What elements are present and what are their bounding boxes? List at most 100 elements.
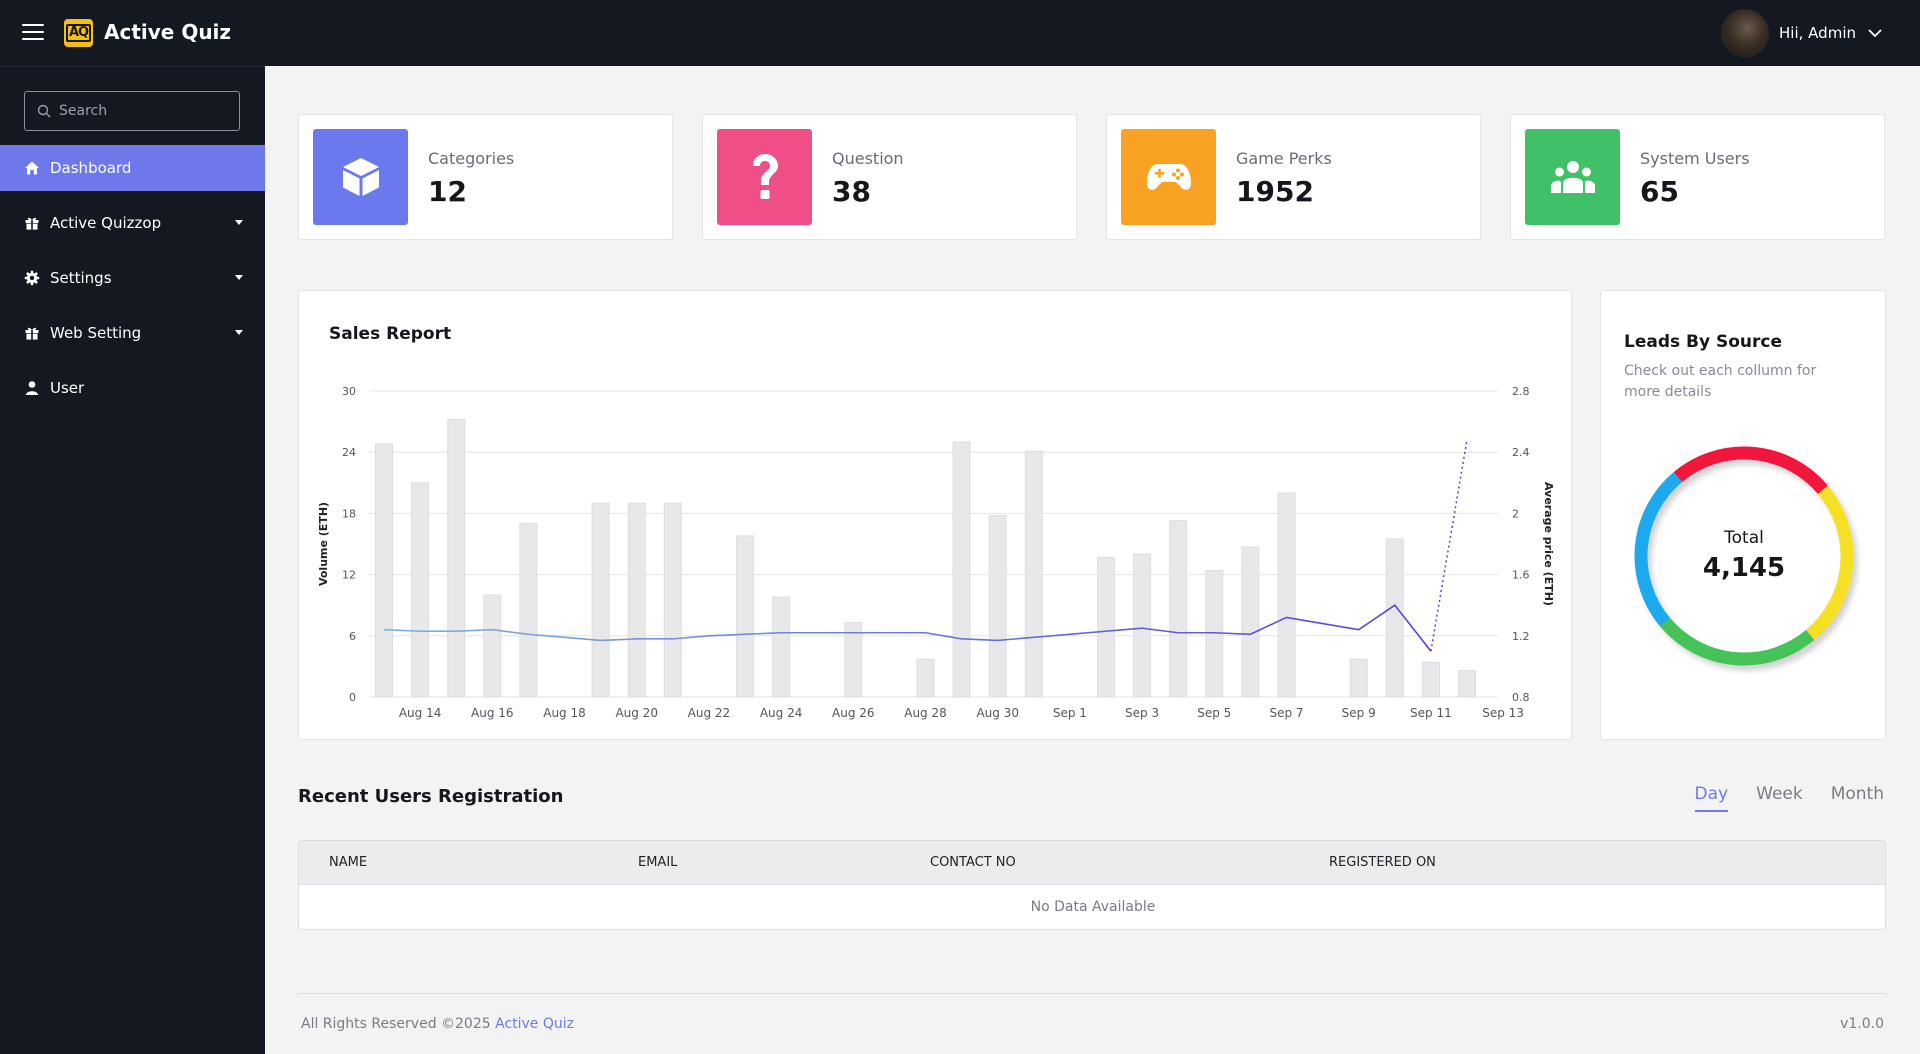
caret-down-icon — [235, 220, 243, 225]
tab-week[interactable]: Week — [1756, 784, 1803, 804]
stat-tile — [1525, 129, 1620, 225]
gear-icon — [24, 270, 40, 286]
stat-card-question[interactable]: Question 38 — [702, 114, 1077, 240]
footer-copyright: All Rights Reserved ©2025 Active Quiz — [301, 1016, 574, 1032]
stat-tile — [717, 129, 812, 225]
stat-value: 38 — [832, 175, 871, 208]
app-title[interactable]: Active Quiz — [104, 20, 232, 44]
y-tick-label: 0 — [349, 691, 356, 704]
bar — [772, 596, 791, 698]
stat-tile — [313, 129, 408, 225]
sidebar: Dashboard Active Quizzop Settings Web Se… — [0, 66, 265, 1054]
leads-subtitle: Check out each collumn for more details — [1624, 363, 1817, 400]
donut-total-label: Total — [1724, 528, 1764, 548]
user-menu[interactable]: Hii, Admin — [1721, 8, 1884, 58]
y2-tick-label: 1.6 — [1512, 569, 1530, 582]
stat-label: Categories — [428, 149, 515, 168]
stat-value: 1952 — [1236, 175, 1314, 208]
x-tick-label: Aug 20 — [615, 706, 658, 720]
stat-value: 65 — [1640, 175, 1679, 208]
sidebar-item-user[interactable]: User — [0, 365, 265, 411]
bar — [375, 443, 393, 698]
bar — [1421, 661, 1440, 698]
x-tick-label: Sep 11 — [1410, 706, 1452, 720]
sidebar-item-dashboard[interactable]: Dashboard — [0, 145, 265, 191]
column-header-contact[interactable]: CONTACT NO — [930, 855, 1016, 870]
avatar[interactable] — [1721, 9, 1770, 57]
leads-title: Leads By Source — [1624, 332, 1783, 352]
stat-label: Question — [832, 149, 904, 168]
x-tick-label: Aug 30 — [976, 706, 1019, 720]
bar — [952, 441, 971, 698]
question-icon — [752, 154, 778, 199]
caret-down-icon — [235, 275, 243, 280]
stat-tile — [1121, 129, 1216, 225]
sidebar-item-web-setting[interactable]: Web Setting — [0, 310, 265, 356]
column-header-registered-on[interactable]: REGISTERED ON — [1329, 855, 1436, 870]
donut-slice[interactable] — [1673, 446, 1828, 495]
bar — [627, 502, 646, 698]
donut-slice[interactable] — [1805, 485, 1854, 640]
stat-card-game-perks[interactable]: Game Perks 1952 — [1106, 114, 1481, 240]
stat-card-categories[interactable]: Categories 12 — [298, 114, 673, 240]
y2-tick-label: 2 — [1512, 507, 1519, 520]
sales-report-title: Sales Report — [329, 324, 452, 344]
sidebar-item-label: Web Setting — [50, 324, 142, 342]
search-box[interactable] — [24, 91, 240, 131]
bar — [591, 502, 610, 698]
bar — [483, 594, 502, 698]
chevron-down-icon[interactable] — [1866, 24, 1884, 42]
bar — [1097, 556, 1115, 698]
footer-divider — [298, 993, 1886, 994]
sidebar-item-label: Dashboard — [50, 159, 132, 177]
price-line-projection — [1430, 439, 1468, 652]
donut-slice[interactable] — [1634, 472, 1683, 627]
tab-month[interactable]: Month — [1830, 784, 1884, 804]
caret-down-icon — [235, 330, 243, 335]
y-tick-label: 30 — [342, 385, 356, 398]
x-tick-label: Aug 28 — [904, 706, 947, 720]
column-header-email[interactable]: EMAIL — [638, 855, 678, 870]
stat-label: System Users — [1640, 149, 1750, 168]
donut-slice[interactable] — [1660, 617, 1815, 666]
sales-report-card: Sales Report 0 6 12 18 24 30 0.8 1.2 1.6 2 2.4 2.8 V… — [298, 290, 1572, 740]
x-tick-label: Aug 14 — [399, 706, 442, 720]
y2-tick-label: 0.8 — [1512, 691, 1530, 704]
sidebar-item-label: Settings — [50, 269, 112, 287]
column-header-name[interactable]: NAME — [329, 855, 368, 870]
sidebar-item-label: User — [50, 379, 85, 397]
footer-brand-link[interactable]: Active Quiz — [495, 1016, 574, 1032]
y2-axis-title: Average price (ETH) — [1542, 482, 1555, 606]
bar — [1385, 538, 1404, 698]
footer-rights: All Rights Reserved ©2025 — [301, 1016, 491, 1032]
y2-tick-label: 2.4 — [1512, 446, 1530, 459]
registrations-table: NAME EMAIL CONTACT NO REGISTERED ON No D… — [298, 840, 1886, 930]
bar — [1024, 450, 1043, 698]
x-tick-label: Aug 18 — [543, 706, 586, 720]
bar — [736, 535, 754, 698]
search-input[interactable] — [59, 103, 229, 119]
y-tick-label: 18 — [342, 507, 356, 520]
gift-icon — [24, 215, 40, 231]
bar — [411, 482, 430, 698]
stat-card-system-users[interactable]: System Users 65 — [1510, 114, 1885, 240]
user-greeting[interactable]: Hii, Admin — [1779, 24, 1856, 42]
sales-chart: 0 6 12 18 24 30 0.8 1.2 1.6 2 2.4 2.8 Volume (ETH) Av… — [317, 385, 1555, 720]
y-tick-label: 12 — [342, 569, 356, 582]
menu-toggle-icon[interactable] — [22, 24, 44, 42]
tab-day[interactable]: Day — [1694, 784, 1729, 812]
sidebar-nav: Dashboard Active Quizzop Settings Web Se… — [0, 145, 265, 420]
y-tick-label: 6 — [349, 630, 356, 643]
table-header: NAME EMAIL CONTACT NO REGISTERED ON — [299, 841, 1885, 885]
footer-version: v1.0.0 — [1840, 1016, 1884, 1032]
bar — [663, 502, 682, 698]
bar — [1277, 492, 1296, 698]
x-tick-label: Sep 7 — [1269, 706, 1303, 720]
users-icon — [1550, 161, 1595, 193]
home-icon — [24, 160, 40, 176]
x-tick-label: Aug 22 — [688, 706, 731, 720]
bar — [519, 523, 538, 698]
sidebar-item-settings[interactable]: Settings — [0, 255, 265, 301]
sidebar-item-active-quizzop[interactable]: Active Quizzop — [0, 200, 265, 246]
logo-icon: AQ — [64, 19, 93, 47]
